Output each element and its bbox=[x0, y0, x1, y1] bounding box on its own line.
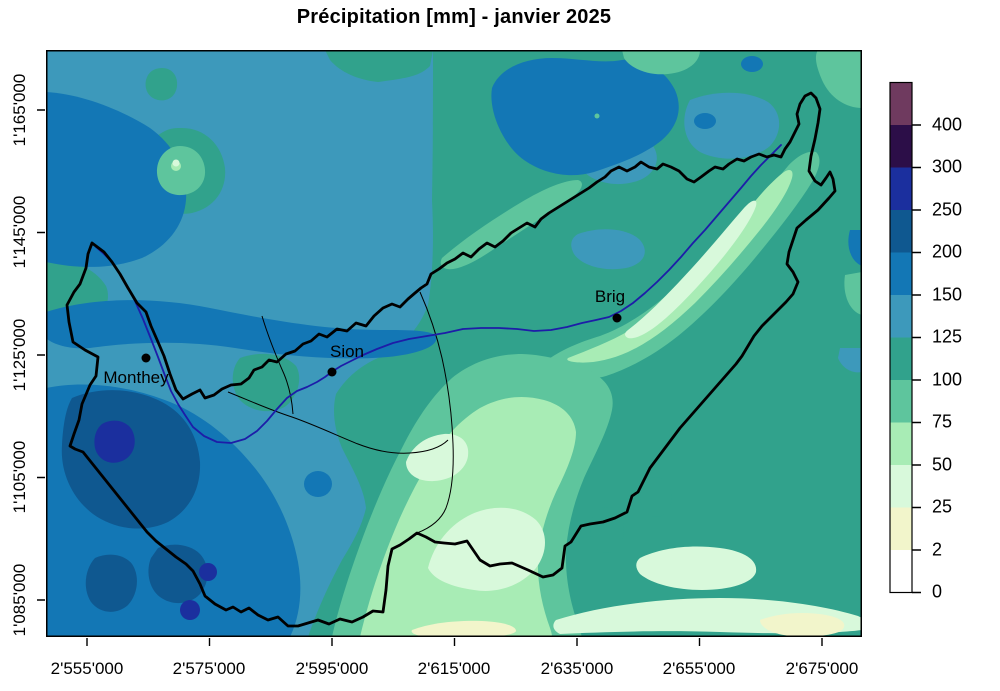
city-dot-monthey bbox=[141, 353, 151, 363]
city-dot-sion bbox=[327, 367, 337, 377]
x-tick-label: 2'675'000 bbox=[785, 659, 859, 678]
legend-tick-label: 150 bbox=[932, 284, 963, 305]
contour-paleyellow bbox=[411, 612, 845, 637]
legend-tick-label: 0 bbox=[932, 581, 943, 602]
rhone-river bbox=[95, 144, 782, 444]
y-axis-ticks bbox=[37, 109, 45, 601]
subbasin-boundaries bbox=[227, 291, 454, 534]
y-tick-label: 1'165'000 bbox=[10, 73, 29, 147]
y-tick-label: 1'145'000 bbox=[10, 195, 29, 269]
legend-tick-label: 75 bbox=[932, 411, 953, 432]
legend-colorbar bbox=[889, 81, 921, 594]
contour-palegreen bbox=[172, 159, 862, 634]
x-tick-label: 2'615'000 bbox=[417, 659, 491, 678]
legend-tick-label: 125 bbox=[932, 326, 963, 347]
x-axis-ticks bbox=[86, 638, 823, 646]
legend-tick-label: 200 bbox=[932, 241, 963, 262]
legend-tick-label: 250 bbox=[932, 199, 963, 220]
y-tick-label: 1'125'000 bbox=[10, 318, 29, 392]
y-tick-label: 1'105'000 bbox=[10, 440, 29, 514]
legend-tick-label: 100 bbox=[932, 369, 963, 390]
city-dot-brig bbox=[612, 313, 622, 323]
map-canvas bbox=[46, 50, 862, 637]
contour-royalblue bbox=[94, 420, 217, 620]
legend-ticks bbox=[912, 124, 921, 594]
city-markers bbox=[141, 313, 622, 377]
page-title: Précipitation [mm] - janvier 2025 bbox=[296, 6, 612, 28]
legend-tick-label: 50 bbox=[932, 454, 953, 475]
x-tick-label: 2'595'000 bbox=[295, 659, 369, 678]
legend-tick-label: 300 bbox=[932, 156, 963, 177]
city-label-monthey: Monthey bbox=[103, 368, 169, 387]
legend-tick-label: 400 bbox=[932, 114, 963, 135]
x-tick-label: 2'575'000 bbox=[172, 659, 246, 678]
contour-teal-spots bbox=[590, 113, 672, 553]
legend-tick-label: 2 bbox=[932, 539, 943, 560]
x-tick-label: 2'555'000 bbox=[50, 659, 124, 678]
x-tick-label: 2'655'000 bbox=[662, 659, 736, 678]
y-tick-label: 1'085'000 bbox=[10, 563, 29, 637]
legend-tick-label: 25 bbox=[932, 496, 953, 517]
canton-boundary bbox=[65, 91, 837, 628]
map-border bbox=[46, 50, 862, 637]
x-tick-label: 2'635'000 bbox=[540, 659, 614, 678]
city-label-sion: Sion bbox=[329, 342, 365, 361]
city-label-brig: Brig bbox=[594, 287, 626, 306]
